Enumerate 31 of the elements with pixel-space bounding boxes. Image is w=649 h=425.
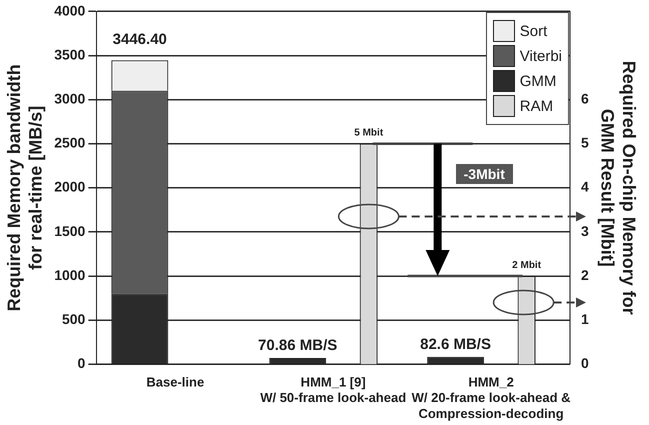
y-tick-label: 2500 [54, 134, 86, 151]
y2-tick-label: 3 [581, 222, 590, 239]
legend-label: Sort [520, 22, 548, 40]
y2-tick-label: 2 [581, 266, 590, 283]
total-label: 3446.40 [112, 31, 167, 48]
y2-axis-title: Required On-chip Memory for GMM Result [Mbit] [598, 60, 640, 315]
y-tick-label: 3500 [54, 46, 86, 62]
data-label: 5 Mbit [354, 128, 384, 139]
legend-label: RAM [520, 98, 554, 115]
y-tick-label: 500 [62, 310, 86, 327]
y2-tick-label: 4 [581, 178, 590, 195]
y-tick-label: 4000 [54, 2, 86, 18]
data-label: 82.6 MB/S [420, 336, 491, 353]
x-tick-label: Base-line [146, 374, 204, 390]
y2-tick-label: 0 [581, 355, 590, 372]
x-tick-label: HMM_2 W/ 20-frame look-ahead & Compression-decoding [412, 374, 571, 421]
x-tick-label: HMM_1 [9] W/ 50-frame look-ahead [260, 374, 406, 406]
legend-label: Viterbi [520, 48, 562, 65]
y2-tick-label: 1 [581, 310, 590, 327]
y-tick-label: 0 [78, 355, 86, 372]
data-label: 2 Mbit [512, 260, 542, 271]
y-tick-label: 2000 [54, 178, 86, 195]
data-label: 70.86 MB/S [258, 336, 338, 354]
y-tick-label: 1000 [54, 266, 86, 283]
annotation: -3Mbit [456, 164, 513, 184]
y-tick-label: 1500 [54, 222, 86, 239]
y-tick-label: 3000 [54, 90, 86, 106]
y-axis-title: Required Memory bandwidth for real-time [MB/s] [4, 64, 46, 312]
y2-tick-label: 6 [581, 90, 590, 106]
y2-tick-label: 5 [581, 134, 590, 151]
legend-label: GMM [520, 72, 556, 90]
